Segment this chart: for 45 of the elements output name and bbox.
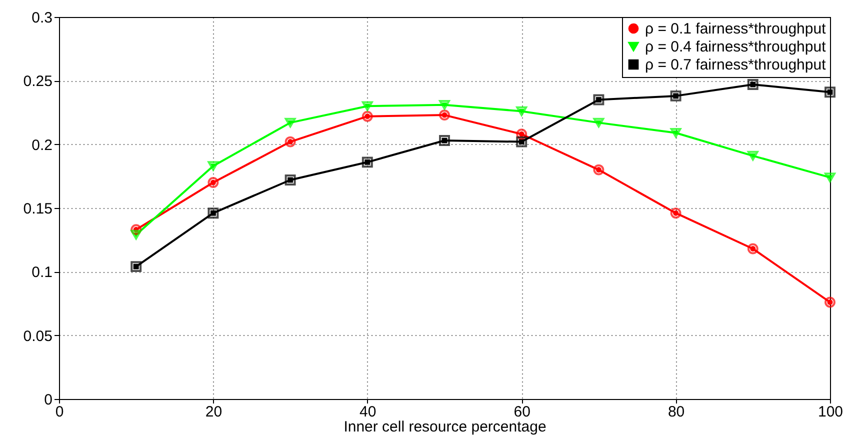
x-tick-label: 0: [55, 404, 64, 420]
point: [593, 118, 604, 128]
y-tick-label: 0: [44, 392, 52, 408]
point: [824, 86, 836, 98]
point: [516, 136, 528, 148]
legend-label: ρ = 0.4 fairness*throughput: [645, 38, 827, 56]
y-tick-label: 0.2: [32, 136, 52, 154]
legend-label: ρ = 0.1 fairness*throughput: [645, 20, 827, 38]
y-tick-label: 0.15: [23, 200, 52, 218]
point: [362, 110, 373, 122]
x-tick-label: 20: [205, 404, 222, 420]
point: [362, 156, 373, 168]
point: [747, 150, 758, 161]
point: [670, 208, 682, 219]
legend-label: ρ = 0.7 fairness*throughput: [645, 56, 827, 74]
point: [593, 94, 604, 106]
x-tick-label: 40: [360, 404, 376, 420]
point: [747, 243, 758, 254]
point: [670, 90, 682, 102]
point: [439, 100, 450, 110]
y-tick-label: 0.05: [23, 328, 52, 345]
point: [670, 128, 682, 138]
point: [516, 128, 528, 140]
point: [747, 79, 758, 90]
y-tick-label: 0.3: [32, 10, 52, 26]
point: [284, 174, 296, 186]
point: [284, 118, 296, 128]
point: [208, 161, 219, 171]
point: [593, 164, 604, 176]
x-tick-label: 100: [818, 404, 844, 420]
point: [362, 101, 373, 112]
point: [284, 136, 296, 148]
y-tick-label: 0.25: [23, 73, 52, 90]
point: [439, 110, 450, 121]
point: [824, 296, 836, 308]
y-tick-label: 0.1: [32, 264, 52, 282]
point: [208, 208, 219, 219]
x-tick-label: 60: [514, 404, 530, 420]
point: [208, 177, 219, 188]
x-tick-label: 80: [668, 404, 685, 420]
point: [516, 106, 528, 116]
x-axis-title: Inner cell resource percentage: [344, 418, 546, 436]
point: [130, 261, 142, 272]
point: [439, 135, 450, 146]
point: [824, 172, 836, 182]
